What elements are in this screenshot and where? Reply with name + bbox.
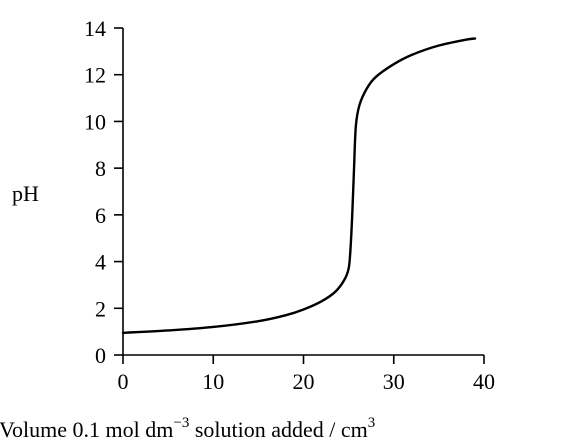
y-tick-label: 0: [95, 343, 106, 368]
x-tick-label: 40: [473, 369, 495, 394]
ph-curve: [121, 37, 477, 335]
y-tick-label: 14: [84, 16, 106, 41]
y-axis-label: pH: [12, 181, 39, 206]
y-tick-label: 10: [84, 109, 106, 134]
x-tick-label: 20: [293, 369, 315, 394]
y-tick-label: 12: [84, 63, 106, 88]
x-tick-label: 30: [383, 369, 405, 394]
axes: [122, 28, 484, 356]
y-tick-label: 2: [95, 296, 106, 321]
x-axis-label: Volume 0.1 mol dm−3 solution added / cm3: [0, 415, 375, 442]
x-axis-label-prefix: Volume 0.1 mol dm: [0, 417, 173, 442]
y-tick-label: 4: [95, 250, 106, 275]
x-axis-label-exp2: 3: [368, 415, 376, 431]
x-tick-label: 0: [118, 369, 129, 394]
y-tick-label: 6: [95, 203, 106, 228]
x-axis-label-middle: solution added / cm: [189, 417, 367, 442]
x-axis-label-exp1: −3: [173, 415, 189, 431]
ticks: 0 10 20 30 40 0 2 4 6 8 10 12 14: [84, 16, 495, 394]
x-tick-label: 10: [202, 369, 224, 394]
y-tick-label: 8: [95, 156, 106, 181]
